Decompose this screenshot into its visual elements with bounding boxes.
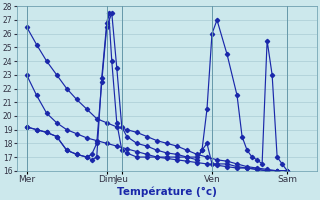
X-axis label: Température (°c): Température (°c) [117, 187, 217, 197]
